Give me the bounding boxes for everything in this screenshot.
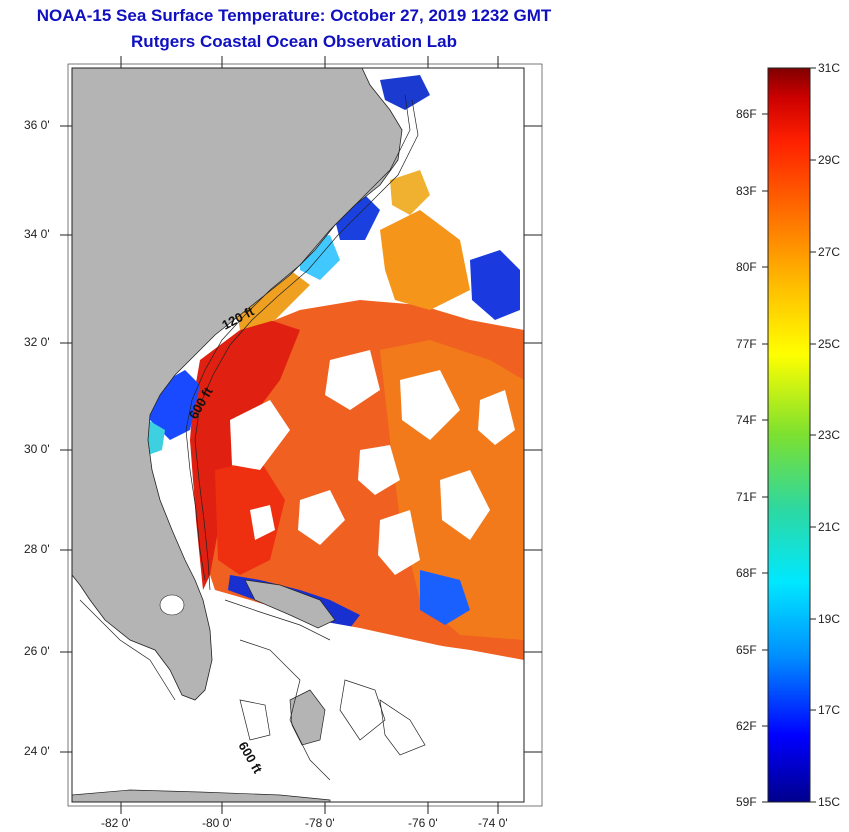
colorbar-label-62f: 62F xyxy=(736,719,757,733)
axis-tick-marks xyxy=(60,56,542,814)
lon-label-74: -74 0' xyxy=(478,816,508,830)
map-title: NOAA-15 Sea Surface Temperature: October… xyxy=(36,6,552,25)
colorbar-label-86f: 86F xyxy=(736,107,757,121)
plot-outer-frame xyxy=(67,63,543,807)
colorbar-label-19c: 19C xyxy=(818,612,841,626)
colorbar-label-27c: 27C xyxy=(818,245,841,259)
plot-frame xyxy=(71,67,525,803)
andros-island xyxy=(289,689,326,746)
colorbar-label-83f: 83F xyxy=(736,184,757,198)
colorbar-label-74f: 74F xyxy=(736,413,757,427)
lat-label-34: 34 0' xyxy=(24,227,50,241)
colorbar xyxy=(767,67,811,803)
colorbar-label-31c: 31C xyxy=(818,61,841,75)
lon-label-82: -82 0' xyxy=(101,816,131,830)
lon-label-78: -78 0' xyxy=(305,816,335,830)
lat-label-28: 28 0' xyxy=(24,542,50,556)
colorbar-label-65f: 65F xyxy=(736,643,757,657)
lat-label-26: 26 0' xyxy=(24,644,50,658)
lake-okeechobee xyxy=(159,594,185,616)
colorbar-label-71f: 71F xyxy=(736,490,757,504)
colorbar-label-77f: 77F xyxy=(736,337,757,351)
colorbar-label-29c: 29C xyxy=(818,153,841,167)
grand-bahama xyxy=(244,579,336,629)
colorbar-label-23c: 23C xyxy=(818,428,841,442)
lat-label-36: 36 0' xyxy=(24,118,50,132)
colorbar-label-80f: 80F xyxy=(736,260,757,274)
colorbar-label-25c: 25C xyxy=(818,337,841,351)
lon-label-76: -76 0' xyxy=(408,816,438,830)
land-mass xyxy=(72,68,403,701)
colorbar-label-59f: 59F xyxy=(736,795,757,809)
cloud-no-data xyxy=(230,350,515,575)
colorbar-ticks xyxy=(762,67,816,803)
lat-label-24: 24 0' xyxy=(24,744,50,758)
colorbar-label-68f: 68F xyxy=(736,566,757,580)
colorbar-label-15c: 15C xyxy=(818,795,841,809)
lat-label-32: 32 0' xyxy=(24,335,50,349)
cuba-coast xyxy=(72,789,331,802)
map-subtitle: Rutgers Coastal Ocean Observation Lab xyxy=(131,32,457,51)
colorbar-label-17c: 17C xyxy=(818,703,841,717)
bathymetry-contours xyxy=(79,94,426,781)
lon-label-80: -80 0' xyxy=(202,816,232,830)
lat-label-30: 30 0' xyxy=(24,442,50,456)
colorbar-label-21c: 21C xyxy=(818,520,841,534)
